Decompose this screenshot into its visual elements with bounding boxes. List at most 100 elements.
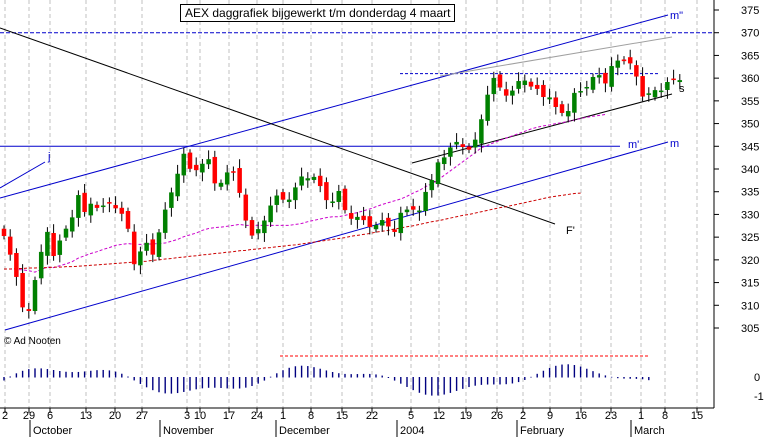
candle-body bbox=[367, 216, 373, 227]
candle-body bbox=[510, 90, 515, 96]
x-tick-label: 10 bbox=[194, 410, 206, 422]
candle-body bbox=[485, 94, 490, 121]
candle-body bbox=[311, 176, 317, 180]
y-tick-label: 355 bbox=[741, 96, 759, 108]
trendline-s bbox=[411, 93, 673, 164]
candle-body bbox=[206, 159, 211, 165]
candle-body bbox=[565, 111, 571, 117]
candle-body bbox=[423, 191, 428, 212]
trend-lines bbox=[0, 14, 673, 331]
x-tick-label: 17 bbox=[223, 410, 235, 422]
candle-body bbox=[131, 231, 137, 265]
candle-body bbox=[76, 195, 81, 218]
candle-body bbox=[398, 212, 404, 234]
x-tick-label: 5 bbox=[408, 410, 414, 422]
candle-body bbox=[448, 147, 453, 157]
candle-body bbox=[212, 156, 218, 184]
candle-body bbox=[305, 178, 311, 181]
y-tick-label: 320 bbox=[741, 255, 759, 267]
candle-body bbox=[38, 251, 44, 279]
candle-body bbox=[125, 210, 131, 229]
candle-body bbox=[429, 180, 435, 191]
line-label: m" bbox=[670, 10, 683, 22]
candle-body bbox=[293, 187, 298, 201]
candle-body bbox=[373, 225, 379, 230]
trendline-lower bbox=[4, 141, 669, 331]
y-tick-label: 375 bbox=[741, 5, 759, 17]
x-tick-label: 2 bbox=[2, 410, 8, 422]
candle-body bbox=[342, 188, 348, 211]
chart-title: AEX daggrafiek bijgewerkt t/m donderdag … bbox=[180, 4, 456, 22]
trendline-top bbox=[439, 36, 673, 77]
candle-body bbox=[677, 80, 683, 83]
moving-average-long bbox=[4, 192, 581, 270]
y-tick-label: 310 bbox=[741, 300, 759, 312]
y-tick-label: 365 bbox=[741, 50, 759, 62]
reference-lines bbox=[0, 32, 714, 147]
candle-body bbox=[553, 97, 559, 108]
candle-body bbox=[392, 229, 397, 232]
candle-body bbox=[547, 97, 552, 100]
candle-body bbox=[528, 81, 534, 87]
candle-body bbox=[627, 57, 633, 64]
indicator-histogram bbox=[3, 355, 650, 396]
candle-body bbox=[348, 213, 354, 219]
candle-body bbox=[299, 176, 304, 186]
candle-body bbox=[69, 217, 75, 232]
x-tick-label: 15 bbox=[336, 410, 348, 422]
candle-body bbox=[113, 205, 118, 209]
candle-body bbox=[100, 205, 106, 208]
candle-body bbox=[88, 203, 94, 216]
candle-body bbox=[658, 90, 664, 93]
line-label: F' bbox=[566, 225, 575, 237]
candle-body bbox=[26, 309, 32, 311]
candle-body bbox=[1, 228, 7, 237]
trendline-j bbox=[0, 161, 46, 189]
candle-body bbox=[479, 119, 484, 144]
candle-body bbox=[156, 232, 162, 257]
candle-body bbox=[187, 152, 193, 169]
candle-body bbox=[280, 192, 286, 200]
candle-body bbox=[584, 86, 590, 89]
month-label: October bbox=[33, 425, 72, 437]
y-tick-label: 330 bbox=[741, 209, 759, 221]
candle-body bbox=[454, 141, 459, 145]
candle-body bbox=[615, 60, 621, 68]
x-tick-label: 24 bbox=[251, 410, 263, 422]
candle-body bbox=[404, 209, 410, 213]
candle-body bbox=[379, 220, 385, 226]
x-tick-label: 1 bbox=[280, 410, 286, 422]
line-label: m bbox=[670, 138, 679, 150]
candle-body bbox=[119, 207, 125, 214]
candle-body bbox=[646, 93, 652, 95]
indicator-tick-label: -1 bbox=[754, 391, 764, 403]
x-tick-label: 26 bbox=[491, 410, 503, 422]
candle-body bbox=[466, 146, 472, 150]
y-tick-label: 370 bbox=[741, 28, 759, 40]
candle-body bbox=[144, 242, 149, 251]
candle-body bbox=[534, 84, 540, 89]
candle-body bbox=[472, 139, 478, 148]
x-tick-label: 27 bbox=[136, 410, 148, 422]
candle-body bbox=[162, 209, 168, 233]
candle-body bbox=[603, 72, 608, 84]
candle-body bbox=[63, 228, 69, 238]
candle-body bbox=[336, 191, 342, 202]
candle-body bbox=[224, 172, 230, 185]
candle-body bbox=[175, 173, 180, 197]
candle-body bbox=[169, 192, 174, 208]
candle-body bbox=[51, 233, 56, 257]
x-tick-label: 3 bbox=[184, 410, 190, 422]
candle-body bbox=[107, 202, 112, 204]
x-tick-label: 12 bbox=[433, 410, 445, 422]
moving-averages bbox=[4, 113, 606, 273]
candle-body bbox=[324, 182, 329, 201]
candle-body bbox=[652, 90, 658, 98]
candle-body bbox=[355, 216, 360, 220]
candle-body bbox=[460, 144, 466, 147]
candle-body bbox=[609, 66, 614, 87]
month-label: December bbox=[279, 425, 330, 437]
candle-body bbox=[243, 194, 249, 221]
